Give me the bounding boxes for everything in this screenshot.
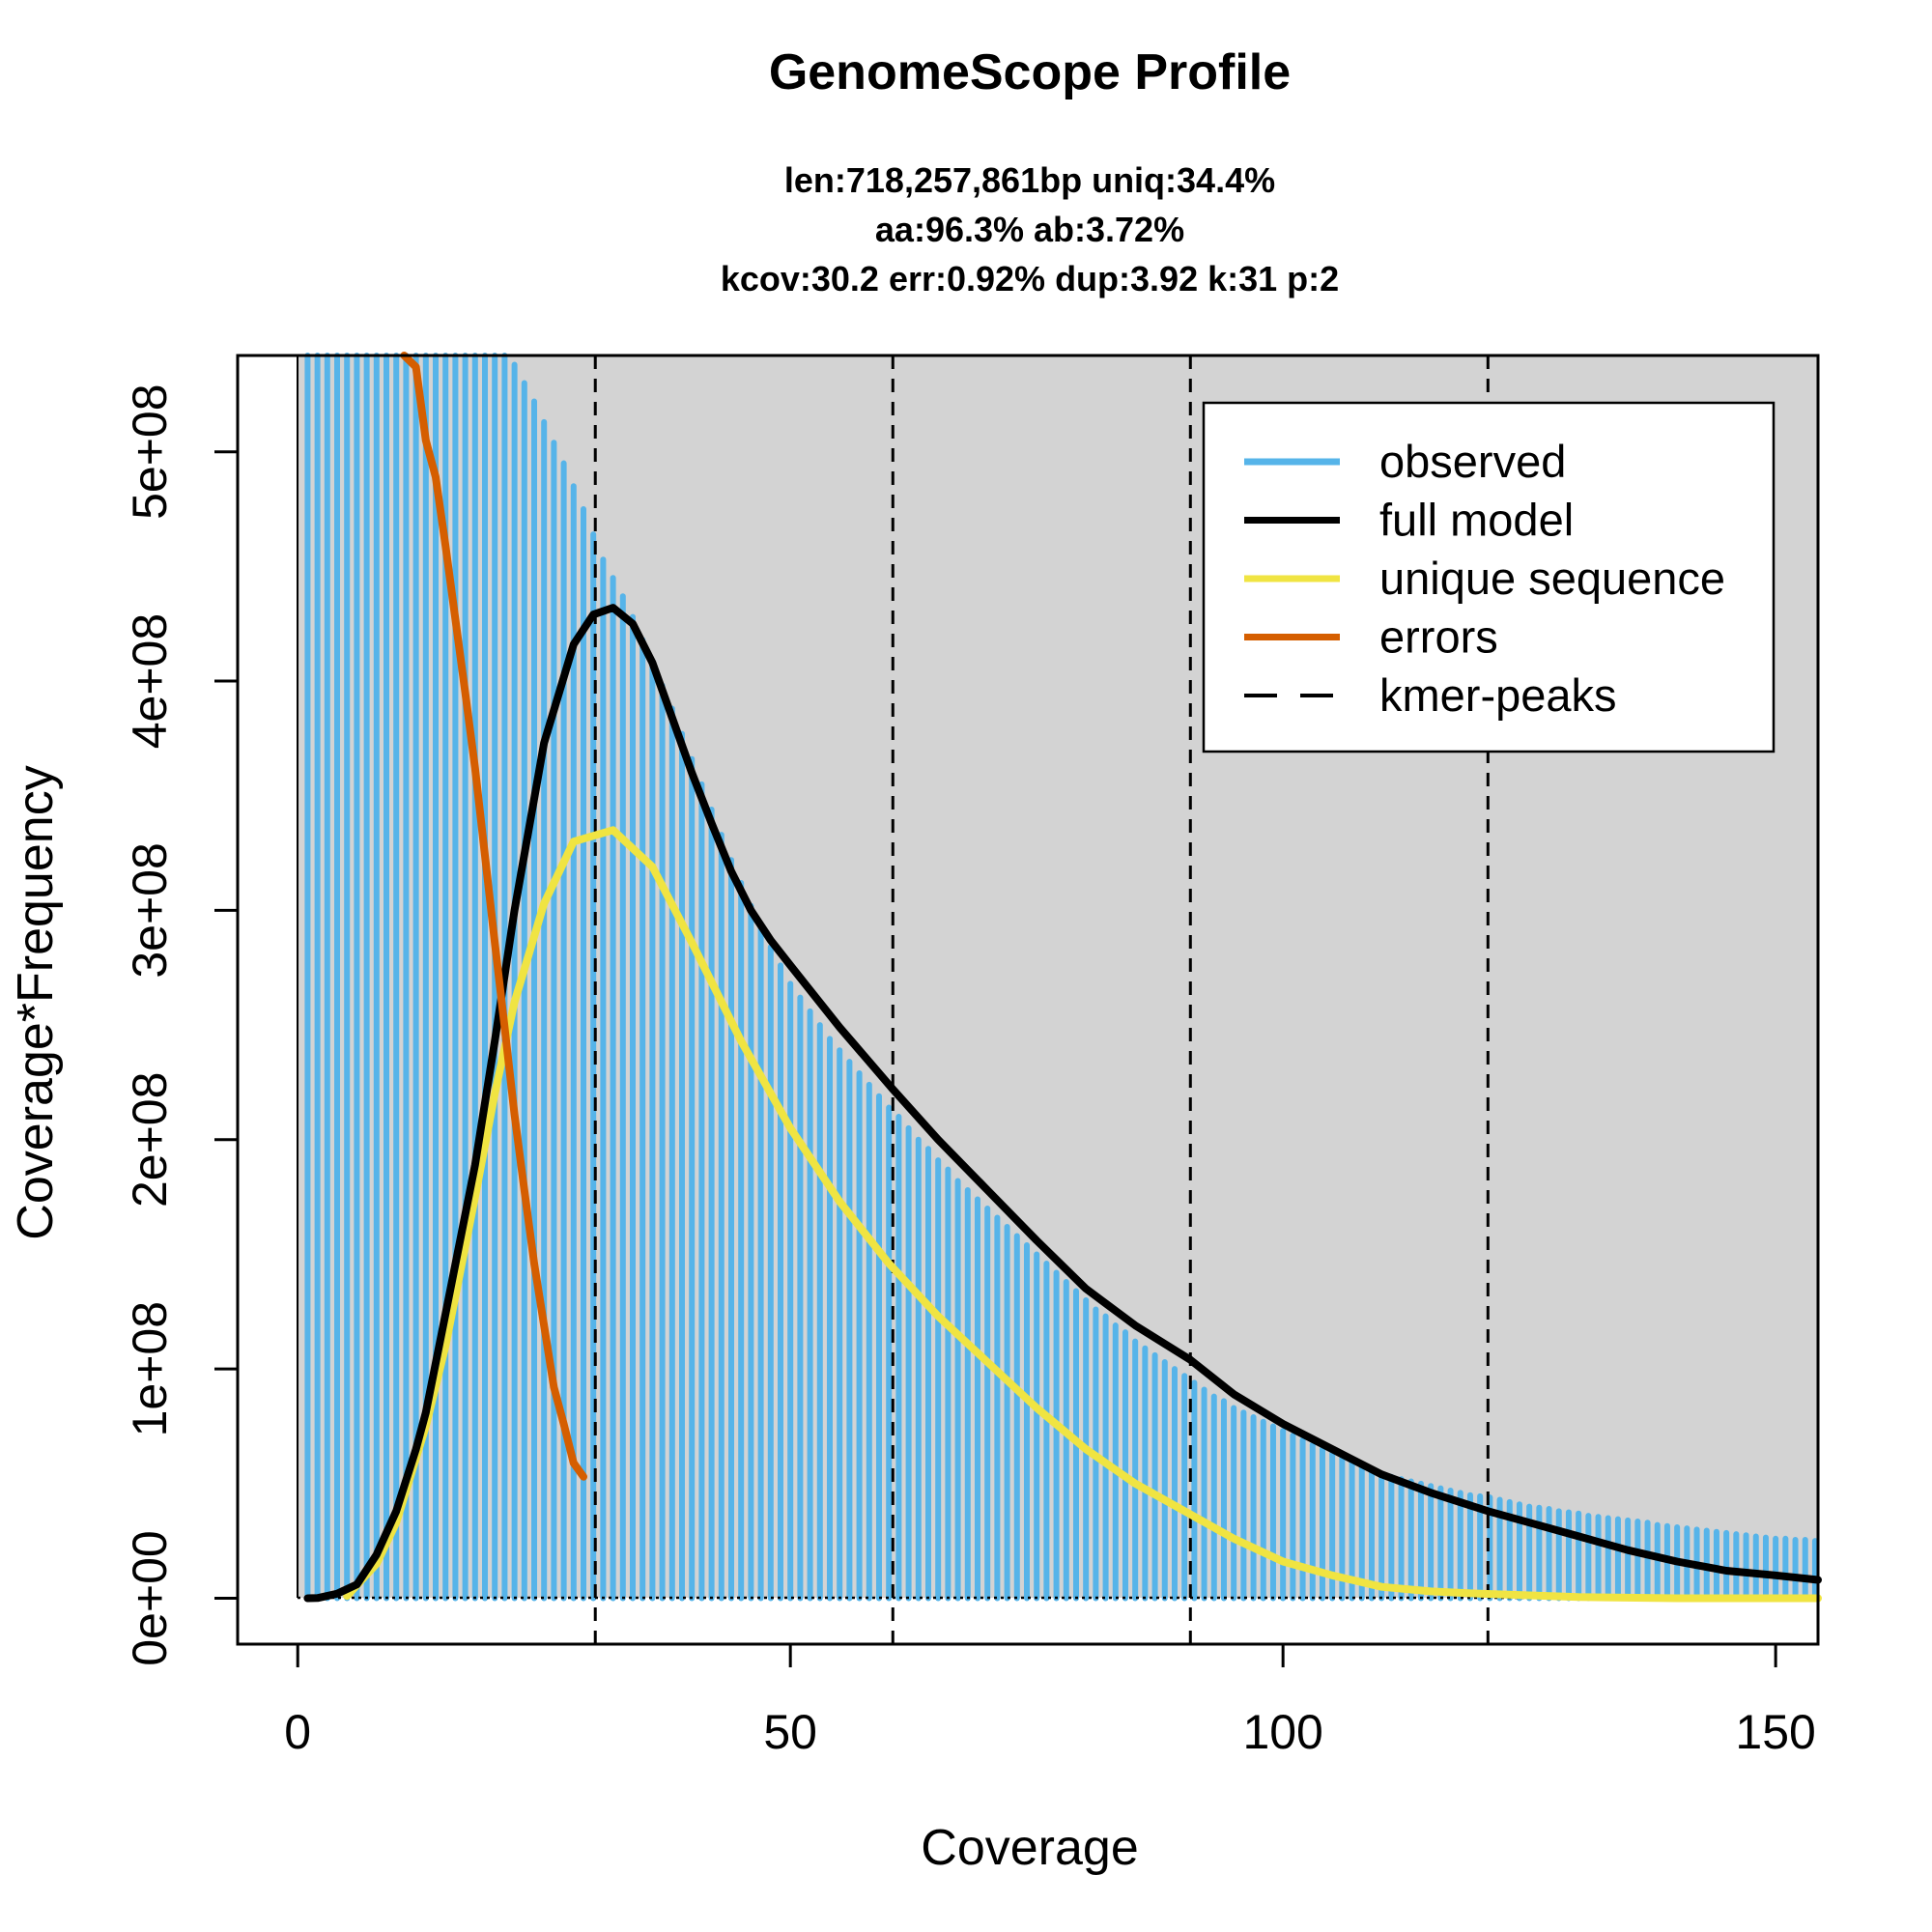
unique-sequence-line xyxy=(343,826,1822,1603)
legend-label: full model xyxy=(1379,495,1574,546)
legend-label: observed xyxy=(1379,436,1566,487)
y-tick-label: 2e+08 xyxy=(123,1072,177,1208)
chart-title: GenomeScope Profile xyxy=(769,44,1291,100)
x-tick-label: 0 xyxy=(284,1705,311,1759)
plot-bottom-blank xyxy=(238,1598,1818,1644)
y-axis-label: Coverage*Frequency xyxy=(8,765,64,1239)
x-axis-label: Coverage xyxy=(921,1820,1138,1876)
observed-bars xyxy=(304,353,1818,1602)
y-tick-label: 3e+08 xyxy=(123,842,177,978)
model-curves xyxy=(303,352,1822,1603)
y-tick-label: 1e+08 xyxy=(123,1301,177,1436)
plot-frame xyxy=(236,354,1820,1646)
legend-label: errors xyxy=(1379,611,1498,663)
y-tick-label: 4e+08 xyxy=(123,613,177,749)
legend-label: unique sequence xyxy=(1379,553,1725,604)
plot-left-blank xyxy=(238,355,298,1644)
y-tick-label: 5e+08 xyxy=(123,384,177,519)
y-axis: 0e+00 1e+08 2e+08 3e+08 4e+08 5e+08 xyxy=(123,384,238,1666)
chart-subtitle-line-3: kcov:30.2 err:0.92% dup:3.92 k:31 p:2 xyxy=(721,259,1339,298)
legend: observed full model unique sequence errors k… xyxy=(1202,401,1776,753)
x-tick-label: 100 xyxy=(1242,1705,1322,1759)
x-axis: 0 50 100 150 xyxy=(284,1644,1816,1759)
chart-subtitle-line-2: aa:96.3% ab:3.72% xyxy=(875,210,1184,249)
full-model-line xyxy=(303,604,1822,1603)
chart-subtitle-line-1: len:718,257,861bp uniq:34.4% xyxy=(784,160,1275,200)
x-tick-label: 50 xyxy=(763,1705,817,1759)
legend-label: kmer-peaks xyxy=(1379,669,1617,721)
errors-line xyxy=(400,352,587,1481)
y-tick-label: 0e+00 xyxy=(123,1530,177,1665)
x-tick-label: 150 xyxy=(1735,1705,1815,1759)
